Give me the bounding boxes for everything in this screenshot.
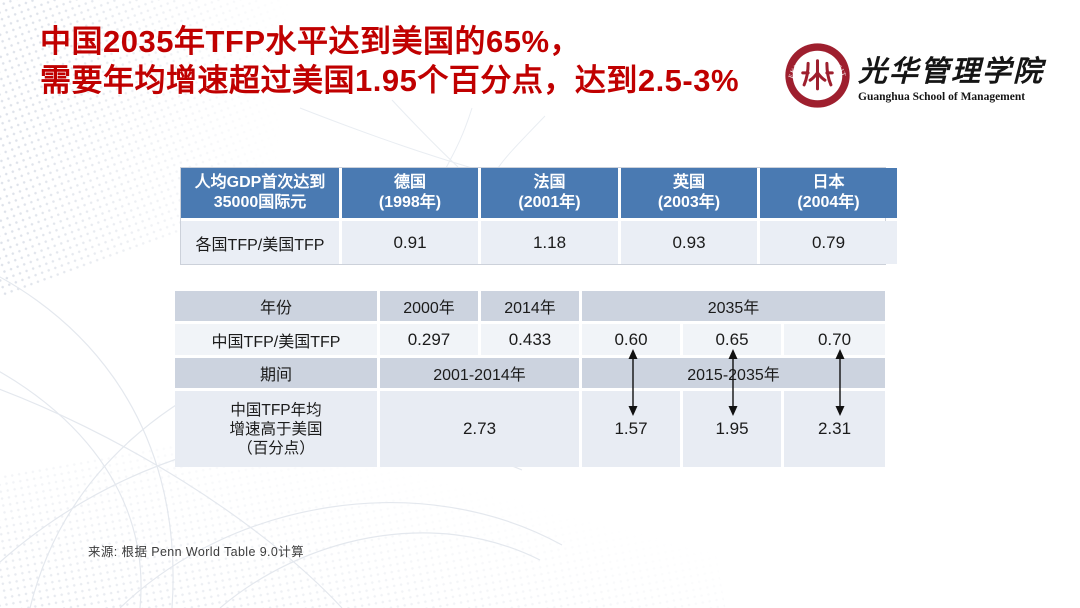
table1-value-germany: 0.91 <box>342 221 478 264</box>
source-note: 来源: 根据 Penn World Table 9.0计算 <box>88 545 305 559</box>
table1-header-label-line2: 35000国际元 <box>213 194 307 211</box>
table2-tfp-2035-low: 0.60 <box>582 324 680 355</box>
table2-year-label-cell: 年份 <box>175 291 377 321</box>
table2-tfp-2014: 0.433 <box>481 324 579 355</box>
table1-header-label-line1: 人均GDP首次达到 <box>194 174 326 191</box>
table2-period-2001-2014: 2001-2014年 <box>380 358 579 388</box>
table2-growth-label-line2: 增速高于美国 <box>229 420 323 438</box>
table2-period-2015-2035: 2015-2035年 <box>582 358 885 388</box>
table2-growth-label-line3: （百分点） <box>237 439 315 457</box>
table1-header-label-cell: 人均GDP首次达到 35000国际元 <box>181 168 339 218</box>
table2-period-label-cell: 期间 <box>175 358 377 388</box>
table1-header-uk: 英国 (2003年) <box>621 168 757 218</box>
slide-title: 中国2035年TFP水平达到美国的65%， 需要年均增速超过美国1.95个百分点… <box>40 22 739 100</box>
table2-year-2035-cell: 2035年 <box>582 291 885 321</box>
table2-year-2000-cell: 2000年 <box>380 291 478 321</box>
table2-growth-label-line1: 中国TFP年均 <box>230 401 322 419</box>
table1-germany-year: (1998年) <box>378 194 442 211</box>
table1-value-japan: 0.79 <box>760 221 897 264</box>
slide-title-line1: 中国2035年TFP水平达到美国的65%， <box>40 24 582 59</box>
table1-uk-name: 英国 <box>672 174 705 191</box>
table1-france-year: (2001年) <box>518 194 581 211</box>
table2-growth-low: 1.57 <box>582 391 680 467</box>
table1-row-label: 各国TFP/美国TFP <box>181 221 339 264</box>
table2-growth-label-cell: 中国TFP年均 增速高于美国 （百分点） <box>175 391 377 467</box>
table2-growth-2001-2014: 2.73 <box>380 391 579 467</box>
slide-title-line2: 需要年均增速超过美国1.95个百分点，达到2.5-3% <box>40 63 740 98</box>
svg-text:1898: 1898 <box>808 92 828 101</box>
table2-growth-mid: 1.95 <box>683 391 781 467</box>
table1-france-name: 法国 <box>533 174 566 191</box>
table1-japan-name: 日本 <box>812 174 845 191</box>
table1-germany-name: 德国 <box>393 174 426 191</box>
table1-value-france: 1.18 <box>481 221 618 264</box>
table1-value-uk: 0.93 <box>621 221 757 264</box>
table2-year-2014-cell: 2014年 <box>481 291 579 321</box>
table2-tfp-label-cell: 中国TFP/美国TFP <box>175 324 377 355</box>
table2-tfp-2035-high: 0.70 <box>784 324 885 355</box>
table2-tfp-2035-mid: 0.65 <box>683 324 781 355</box>
logo-text-block: 光华管理学院 Guanghua School of Management <box>858 48 1044 103</box>
country-tfp-table: 人均GDP首次达到 35000国际元 德国 (1998年) 法国 (2001年)… <box>180 167 897 265</box>
guanghua-logo: PEKING UNIVERSITY 1898 光华管理学院 Guanghua S… <box>784 42 1044 109</box>
logo-english-name: Guanghua School of Management <box>858 91 1026 103</box>
table1-japan-year: (2004年) <box>797 194 860 211</box>
table2-growth-high: 2.31 <box>784 391 885 467</box>
peking-university-seal-icon: PEKING UNIVERSITY 1898 <box>784 42 850 108</box>
china-tfp-projection-table: 年份 2000年 2014年 2035年 中国TFP/美国TFP 0.297 0… <box>175 291 885 467</box>
table1-header-germany: 德国 (1998年) <box>342 168 478 218</box>
table1-uk-year: (2003年) <box>657 194 721 211</box>
table2-tfp-2000: 0.297 <box>380 324 478 355</box>
table1-header-japan: 日本 (2004年) <box>760 168 897 218</box>
logo-chinese-name: 光华管理学院 <box>858 56 1045 88</box>
table1-header-france: 法国 (2001年) <box>481 168 618 218</box>
